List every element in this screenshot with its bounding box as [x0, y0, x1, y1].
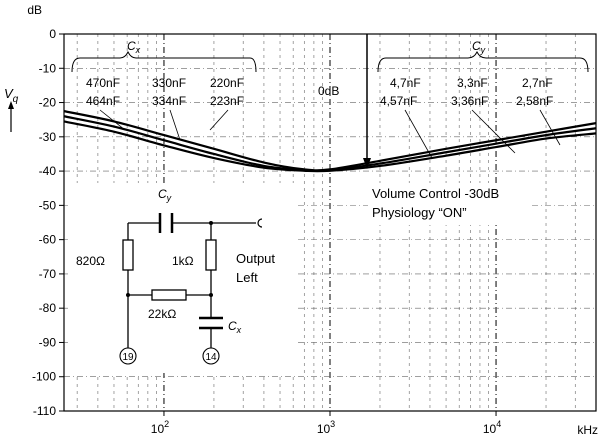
y-tick-label: -50	[39, 198, 57, 212]
pin-19-label: 19	[122, 352, 134, 363]
cy-label-sub: y	[480, 45, 486, 55]
circuit-schematic: Cy 820Ω 1kΩ 22kΩ Cx 19 14 Output	[68, 183, 298, 373]
y-axis-label-main: V	[4, 86, 14, 101]
x-axis-unit: kHz	[577, 423, 598, 437]
cy-leader-1	[404, 109, 433, 159]
cx-leader-2	[169, 109, 181, 141]
y-tick-label: -90	[39, 335, 57, 349]
output-terminal	[257, 218, 263, 228]
y-tick-label: -110	[33, 404, 56, 418]
zero-db-arrow	[363, 158, 371, 169]
y-tick-label: -60	[39, 233, 57, 247]
cx-leader-1	[99, 109, 126, 131]
cy-value-4-7: 4,7nF	[390, 76, 421, 90]
y-axis-label-sub: q	[13, 94, 19, 105]
cy-annotation: Cy 4,7nF 3,3nF 2,7nF 4,57nF 3,36nF 2,58n…	[377, 39, 589, 159]
cx-leader-3	[209, 109, 229, 131]
zero-db-label: 0dB	[318, 84, 339, 98]
cx-label-main: C	[127, 39, 136, 53]
y-tick-label: -40	[39, 164, 57, 178]
resistor-22k-label: 22kΩ	[148, 307, 176, 321]
y-axis-unit: dB	[27, 3, 42, 17]
y-axis-arrow	[8, 101, 14, 132]
y-tick-label: -100	[32, 370, 56, 384]
cx-value-334: 334nF	[152, 94, 186, 108]
series-lines	[63, 110, 597, 173]
cy-value-2-58: 2,58nF	[516, 94, 553, 108]
cx-value-330: 330nF	[152, 76, 186, 90]
cy-cap-label-main: C	[158, 187, 167, 201]
y-tick-label: -30	[39, 130, 57, 144]
resistor-22k	[151, 289, 187, 301]
cx-cap-label-sub: x	[236, 325, 242, 335]
x-tick-label-exponent: 3	[330, 419, 335, 429]
cy-label: Cy	[472, 39, 486, 55]
cy-cap-label-sub: y	[166, 193, 172, 203]
y-axis-label: Vq	[4, 86, 19, 105]
cy-value-3-3: 3,3nF	[457, 76, 488, 90]
cy-value-4-57: 4,57nF	[380, 94, 417, 108]
output-label-line-2: Left	[236, 270, 258, 285]
cy-value-2-7: 2,7nF	[522, 76, 553, 90]
x-tick-label: 102	[151, 419, 169, 436]
x-tick-label: 103	[317, 419, 335, 436]
cx-annotation: Cx 470nF 330nF 220nF 464nF 334nF 223nF	[71, 39, 257, 141]
y-tick-label: -20	[39, 96, 57, 110]
x-tick-label: 104	[483, 419, 501, 436]
x-tick-label-base: 10	[151, 422, 165, 436]
output-label-line-1: Output	[236, 251, 275, 266]
cx-label-sub: x	[135, 45, 141, 55]
cy-leader-2	[471, 109, 516, 154]
x-tick-label-base: 10	[317, 422, 331, 436]
cy-cap-label: Cy	[158, 187, 172, 203]
plot-frame	[63, 33, 597, 412]
cx-cap-label: Cx	[228, 319, 242, 335]
cx-cap-label-main: C	[228, 319, 237, 333]
capacitor-cy	[158, 213, 174, 233]
schematic-bg	[68, 183, 298, 373]
cx-value-220: 220nF	[210, 76, 244, 90]
y-tick-label: -70	[39, 267, 57, 281]
cx-value-464: 464nF	[86, 94, 120, 108]
condition-line-2: Physiology “ON”	[372, 205, 467, 220]
resistor-1k-label: 1kΩ	[172, 254, 194, 268]
y-tick-label: -10	[39, 61, 57, 75]
y-tick-label: -80	[39, 301, 57, 315]
y-tick-label: 0	[49, 27, 56, 41]
pin-14	[202, 347, 220, 365]
cx-value-223: 223nF	[210, 94, 244, 108]
condition-line-1: Volume Control -30dB	[372, 186, 499, 201]
cx-label: Cx	[127, 39, 141, 55]
cx-brace	[71, 50, 257, 73]
x-axis-ticks: 102 103 104	[151, 411, 501, 436]
condition-caption-bg	[368, 183, 530, 225]
cy-label-main: C	[472, 39, 481, 53]
pin-14-label: 14	[205, 352, 217, 363]
resistor-820	[122, 239, 134, 271]
x-tick-label-exponent: 2	[164, 419, 169, 429]
cy-leader-3	[539, 109, 561, 146]
series-line-3	[63, 120, 597, 173]
resistor-820-label: 820Ω	[76, 254, 105, 268]
pin-19	[119, 347, 137, 365]
zero-db-marker: 0dB	[318, 34, 371, 169]
cy-brace	[377, 50, 589, 73]
resistor-1k	[205, 239, 217, 271]
y-axis-ticks: 0 -10 -20 -30 -40 -50 -60 -70 -80 -90 -100 -110	[32, 27, 64, 418]
x-tick-label-base: 10	[483, 422, 497, 436]
cy-value-3-36: 3,36nF	[451, 94, 488, 108]
cx-value-470: 470nF	[86, 76, 120, 90]
x-tick-label-exponent: 4	[496, 419, 501, 429]
